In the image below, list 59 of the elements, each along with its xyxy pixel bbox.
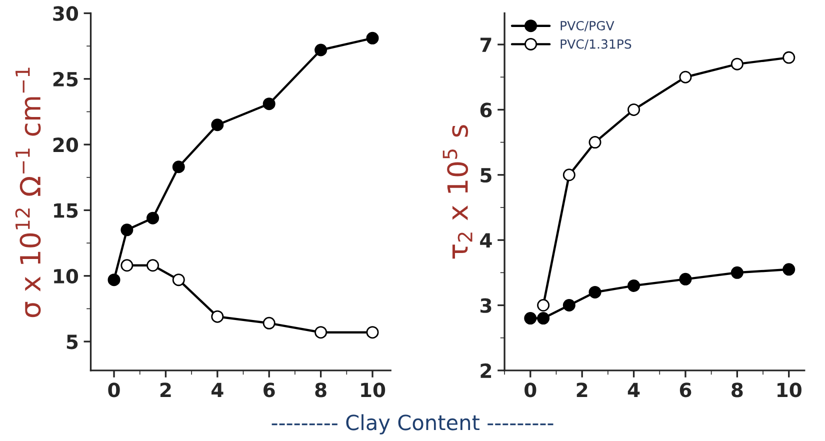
x-tick-label: 2 bbox=[160, 382, 171, 398]
y-tick-label: 15 bbox=[54, 203, 78, 218]
point bbox=[146, 212, 160, 224]
point bbox=[679, 272, 692, 286]
point bbox=[108, 274, 120, 286]
y-tick-label: 7 bbox=[480, 38, 492, 52]
point bbox=[366, 32, 379, 44]
point bbox=[366, 326, 379, 339]
point bbox=[562, 299, 576, 312]
point bbox=[782, 51, 796, 64]
point bbox=[211, 310, 224, 323]
y-axis-title: τ$_{2}$ x 10$^{5}$ s bbox=[442, 125, 472, 259]
point bbox=[120, 259, 134, 272]
point bbox=[262, 316, 276, 330]
point bbox=[120, 224, 134, 236]
y-tick-label: 30 bbox=[53, 6, 78, 21]
point bbox=[679, 70, 692, 84]
point bbox=[730, 58, 744, 70]
point bbox=[537, 299, 550, 312]
point bbox=[146, 259, 160, 272]
legend-label: PVC/PGV bbox=[560, 20, 614, 32]
y-tick-label: 5 bbox=[66, 334, 78, 350]
x-tick-label: 8 bbox=[732, 382, 743, 398]
x-tick-label: 8 bbox=[315, 382, 326, 398]
point bbox=[524, 312, 537, 325]
x-tick-label: 0 bbox=[108, 382, 120, 398]
x-tick-label: 4 bbox=[628, 382, 640, 398]
legend-label: PVC/1.31PS bbox=[560, 39, 632, 50]
x-tick-label: 6 bbox=[264, 382, 275, 398]
y-tick-label: 2 bbox=[480, 363, 492, 378]
y-tick-label: 5 bbox=[480, 168, 492, 183]
point bbox=[730, 266, 744, 279]
point bbox=[628, 279, 640, 292]
point bbox=[537, 312, 550, 325]
x-tick-label: 4 bbox=[212, 382, 224, 398]
y-tick-label: 6 bbox=[480, 102, 492, 118]
point bbox=[588, 136, 602, 149]
x-tick-label: 2 bbox=[576, 382, 588, 398]
x-tick-label: 10 bbox=[361, 382, 386, 398]
point bbox=[314, 326, 328, 339]
point bbox=[588, 286, 602, 298]
x-tick-label: 0 bbox=[524, 382, 536, 398]
x-tick-label: 6 bbox=[680, 382, 692, 398]
point bbox=[562, 168, 576, 182]
point bbox=[172, 160, 185, 174]
x-axis-title: --------- Clay Content --------- bbox=[272, 414, 554, 434]
point bbox=[172, 274, 185, 286]
y-tick-label: 4 bbox=[480, 233, 492, 248]
y-axis-title: σ x 10$^{12}$ Ω$^{−1}$ cm$^{−1}$ bbox=[15, 68, 41, 318]
y-tick-label: 10 bbox=[54, 268, 78, 284]
y-tick-label: 25 bbox=[53, 72, 78, 87]
point bbox=[262, 98, 276, 110]
point bbox=[314, 44, 328, 56]
y-tick-label: 3 bbox=[480, 298, 492, 313]
point bbox=[211, 118, 224, 132]
y-tick-label: 20 bbox=[53, 138, 78, 152]
point bbox=[628, 103, 640, 116]
point bbox=[782, 263, 796, 276]
x-tick-label: 10 bbox=[778, 382, 802, 398]
